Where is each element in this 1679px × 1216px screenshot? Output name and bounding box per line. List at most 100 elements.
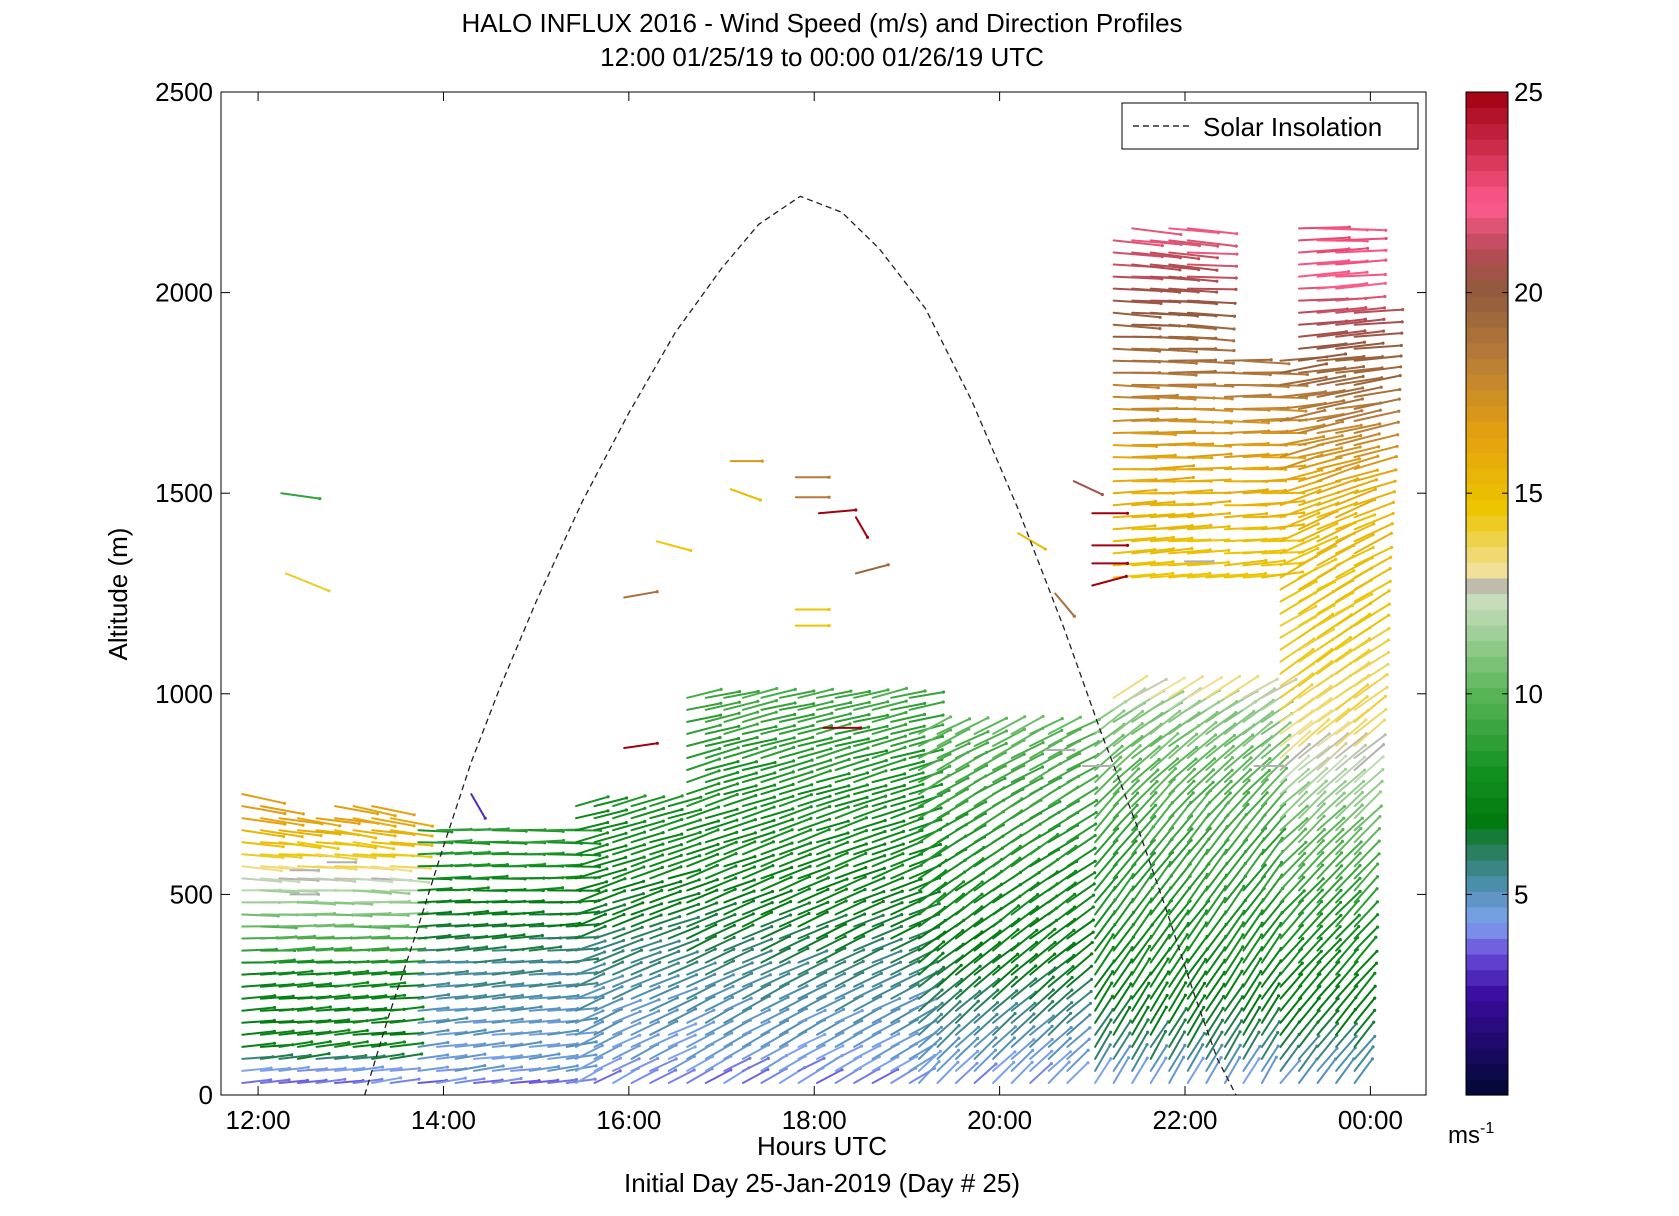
wind-barb (593, 855, 628, 868)
wind-barb (686, 735, 722, 747)
wind-barb (1353, 331, 1404, 338)
wind-barb (1223, 1043, 1242, 1072)
colorbar-segment (1466, 233, 1508, 250)
wind-barb (1186, 745, 1217, 771)
wind-barb (1223, 420, 1270, 425)
wind-barb (797, 840, 831, 856)
wind-barb (834, 1009, 864, 1024)
wind-barb (1335, 227, 1388, 232)
wind-barb (1029, 975, 1055, 1000)
wind-barb (992, 964, 1019, 988)
wind-barb (1316, 569, 1356, 591)
wind-barb (1335, 718, 1368, 747)
colorbar-segment (1466, 311, 1508, 328)
wind-barb (1029, 752, 1063, 771)
wind-barb (890, 701, 927, 711)
wind-barb (241, 994, 277, 1000)
wind-barb (778, 911, 811, 928)
wind-barb (575, 889, 608, 904)
wind-barb (1186, 499, 1232, 507)
wind-barb (1112, 499, 1158, 507)
colorbar-segment (1466, 718, 1508, 736)
wind-barb (794, 475, 831, 479)
y-tick-label: 0 (199, 1080, 213, 1110)
wind-barb (1094, 1018, 1113, 1048)
wind-barb (1186, 757, 1217, 784)
wind-barb (918, 1060, 941, 1084)
wind-barb (1353, 996, 1377, 1024)
wind-barb (1223, 709, 1256, 735)
wind-barb (741, 1067, 770, 1084)
wind-barb (630, 831, 665, 844)
wind-barb (1066, 977, 1094, 1000)
wind-barb (955, 880, 984, 904)
wind-barb (1353, 455, 1398, 471)
wind-barb (1047, 928, 1076, 952)
wind-barb (1298, 936, 1323, 964)
colorbar-segment (1466, 1016, 1508, 1033)
colorbar-segment (1466, 186, 1508, 203)
wind-barb (955, 1061, 979, 1084)
wind-barb (890, 712, 927, 723)
wind-barb (723, 689, 760, 699)
wind-barb (1186, 359, 1235, 365)
wind-barb (1186, 676, 1223, 699)
wind-barb (1279, 522, 1320, 543)
wind-barb (1168, 993, 1187, 1024)
wind-barb (1047, 892, 1077, 916)
wind-barb (723, 961, 754, 976)
wind-barb (741, 725, 778, 735)
wind-barb (1335, 487, 1377, 507)
wind-barb (686, 746, 722, 759)
wind-barb (1112, 803, 1139, 832)
wind-barb (853, 700, 890, 711)
wind-barbs (241, 225, 1405, 1084)
wind-barb (528, 1064, 561, 1072)
wind-barb (1335, 329, 1386, 338)
wind-barb (1298, 236, 1351, 242)
wind-barb (575, 972, 606, 988)
wind-barb (1298, 949, 1323, 976)
wind-barb (1335, 973, 1359, 1000)
wind-barb (352, 877, 394, 884)
wind-barb (1353, 815, 1382, 844)
wind-barb (992, 952, 1020, 976)
wind-barb (1149, 251, 1201, 261)
wind-barb (1279, 742, 1311, 771)
wind-barb (1260, 766, 1289, 796)
wind-barb (667, 830, 702, 844)
wind-barb (871, 794, 906, 808)
wind-barb (667, 868, 702, 880)
wind-barb (1316, 246, 1370, 254)
wind-barb (871, 889, 904, 904)
wind-barb (955, 730, 990, 747)
wind-barb (816, 984, 846, 1000)
colorbar-segment (1466, 374, 1508, 391)
wind-barb (1223, 558, 1268, 567)
wind-barb (1242, 559, 1286, 567)
wind-barb (1335, 816, 1364, 844)
wind-barb (241, 793, 287, 805)
wind-barb (649, 832, 684, 844)
wind-barb (1353, 308, 1405, 314)
wind-barb (612, 830, 647, 844)
wind-barb (992, 1025, 1018, 1048)
wind-barb (510, 969, 544, 976)
wind-barb (1029, 1000, 1055, 1024)
wind-barb (1335, 522, 1376, 543)
wind-barb (575, 995, 605, 1012)
wind-barb (1335, 790, 1364, 820)
wind-barb (704, 840, 738, 856)
wind-barb (871, 783, 907, 796)
wind-barb (741, 710, 778, 723)
wind-barb (630, 853, 665, 868)
wind-barb (992, 1001, 1019, 1024)
wind-barb (1029, 1049, 1054, 1072)
wind-barb (649, 926, 682, 940)
wind-barb (259, 829, 304, 839)
wind-barb (296, 841, 340, 851)
wind-barb (871, 901, 904, 916)
wind-barb (1260, 755, 1290, 784)
wind-barb (1010, 977, 1038, 1000)
wind-barb (1168, 1007, 1188, 1036)
